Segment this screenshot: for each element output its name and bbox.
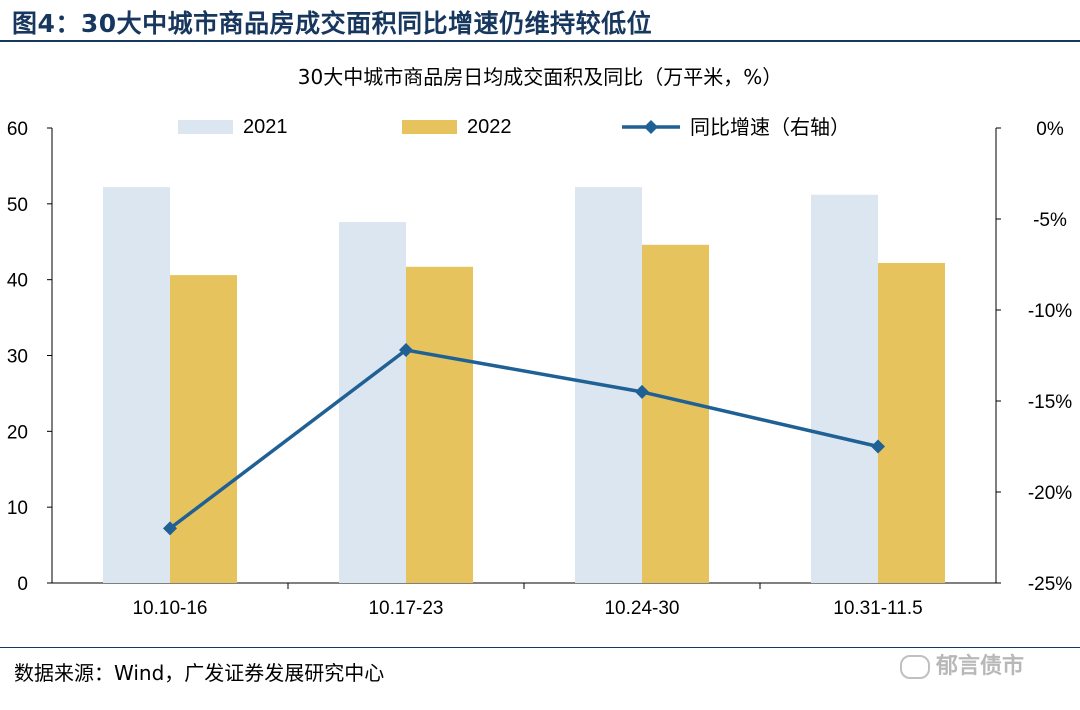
header-rule <box>0 40 1080 42</box>
left-tick-label: 0 <box>17 574 28 595</box>
source-note: 数据来源：Wind，广发证券发展研究中心 <box>14 661 385 685</box>
x-tick-label: 10.17-23 <box>368 598 443 619</box>
legend-label-2022: 2022 <box>467 116 512 138</box>
legend-label-yoy: 同比增速（右轴） <box>690 116 850 139</box>
left-tick-label: 60 <box>7 119 28 140</box>
figure-title: 图4：30大中城市商品房成交面积同比增速仍维持较低位 <box>12 9 653 38</box>
left-tick-label: 10 <box>7 498 28 519</box>
watermark-text: 郁言债市 <box>936 654 1025 679</box>
bar-2022 <box>170 275 237 583</box>
x-tick-label: 10.31-11.5 <box>833 598 922 619</box>
right-tick-label: -5% <box>1033 210 1067 231</box>
legend-label-2021: 2021 <box>243 116 288 138</box>
left-tick-label: 50 <box>7 195 28 216</box>
bar-2021 <box>103 187 170 583</box>
yoy-growth-line <box>168 348 879 530</box>
yoy-growth-point <box>871 439 885 454</box>
bar-2022 <box>406 266 473 583</box>
watermark: 郁言债市 <box>900 648 1024 680</box>
figure-header: 图4：30大中城市商品房成交面积同比增速仍维持较低位 <box>0 0 1080 44</box>
bar-2022 <box>642 244 709 584</box>
yoy-growth-point <box>163 521 177 536</box>
legend-swatch-2022 <box>402 120 457 134</box>
chart: 30大中城市商品房日均成交面积及同比（万平米，%） 0 10 20 30 40 50 60 -… <box>7 65 1072 619</box>
right-tick-label: 0% <box>1036 119 1064 140</box>
chart-title: 30大中城市商品房日均成交面积及同比（万平米，%） <box>298 65 782 89</box>
right-tick-label: -25% <box>1028 574 1072 595</box>
yoy-growth-point <box>635 384 649 399</box>
right-tick-label: -15% <box>1028 392 1072 413</box>
x-tick-label: 10.24-30 <box>604 598 679 619</box>
legend-marker-yoy <box>644 120 658 134</box>
left-tick-label: 30 <box>7 347 28 368</box>
footer-rule <box>0 647 1080 648</box>
bar-2021 <box>339 222 406 584</box>
legend-swatch-2021 <box>178 120 233 134</box>
bar-2022 <box>878 262 945 583</box>
left-tick-label: 20 <box>7 422 28 443</box>
plot-area: 0 10 20 30 40 50 60 -25% -20% -15% -10% -5% 0% 10.10-… <box>7 116 1072 619</box>
left-tick-label: 40 <box>7 271 28 292</box>
bar-2021 <box>811 194 878 583</box>
right-tick-label: -20% <box>1028 483 1072 504</box>
right-tick-label: -10% <box>1028 301 1072 322</box>
yoy-growth-point <box>399 343 413 358</box>
x-tick-label: 10.10-16 <box>132 598 207 619</box>
wechat-icon <box>900 655 930 679</box>
